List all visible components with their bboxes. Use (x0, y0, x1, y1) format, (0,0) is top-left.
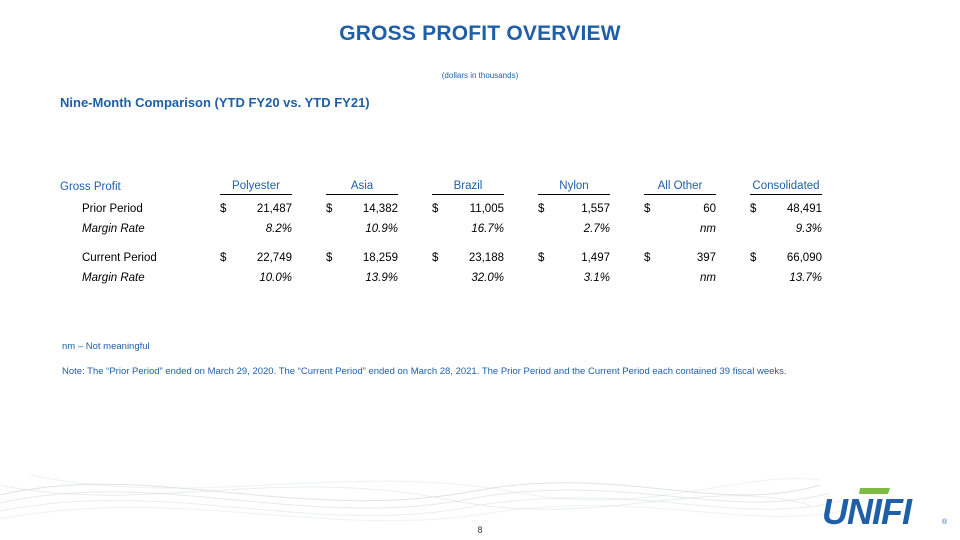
currency-symbol: $ (220, 252, 227, 264)
cell-value: nm (700, 223, 716, 235)
row-label: Margin Rate (82, 272, 145, 284)
registered-mark: ® (942, 518, 948, 526)
cell-value: 18,259 (362, 252, 398, 264)
cell-value: nm (700, 272, 716, 284)
currency-symbol: $ (432, 203, 439, 215)
section-title: Nine-Month Comparison (YTD FY20 vs. YTD … (60, 95, 370, 110)
cell-value: 32.0% (471, 272, 504, 284)
cell-value: 13.7% (789, 272, 822, 284)
logo-text: UNIFI (822, 491, 913, 530)
cell-value: 22,749 (256, 252, 292, 264)
currency-symbol: $ (750, 203, 757, 215)
row-label: Margin Rate (82, 223, 145, 235)
gross-profit-table: Gross Profit Polyester Asia Brazil Nylon… (58, 170, 822, 288)
cell-value: 10.9% (365, 223, 398, 235)
currency-symbol: $ (432, 252, 439, 264)
cell-value: 10.0% (259, 272, 292, 284)
row-label: Prior Period (82, 202, 143, 215)
currency-symbol: $ (538, 203, 545, 215)
currency-symbol: $ (538, 252, 545, 264)
cell-value: 23,188 (468, 252, 504, 264)
cell-value: 1,497 (581, 252, 610, 264)
table-row-current-margin-rate: Margin Rate 10.0% 13.9% 32.0% 3.1% nm 13… (58, 268, 822, 288)
currency-symbol: $ (220, 203, 227, 215)
unifi-logo: UNIFI ® (822, 488, 948, 530)
period-note: Note: The “Prior Period” ended on March … (62, 366, 787, 377)
cell-value: 16.7% (471, 223, 504, 235)
table-row-prior-margin-rate: Margin Rate 8.2% 10.9% 16.7% 2.7% nm 9.3… (58, 219, 822, 239)
column-header-asia: Asia (326, 170, 398, 195)
column-header-polyester: Polyester (220, 170, 292, 195)
cell-value: 2.7% (583, 223, 610, 235)
cell-value: 1,557 (581, 203, 610, 215)
decorative-swoosh-graphic (0, 474, 851, 522)
cell-value: 48,491 (786, 203, 822, 215)
column-header-nylon: Nylon (538, 170, 610, 195)
column-header-all-other: All Other (644, 170, 716, 195)
currency-symbol: $ (326, 203, 333, 215)
cell-value: 21,487 (256, 203, 292, 215)
currency-symbol: $ (644, 252, 651, 264)
cell-value: 3.1% (583, 272, 610, 284)
column-header-consolidated: Consolidated (750, 170, 822, 195)
table-header-row: Gross Profit Polyester Asia Brazil Nylon… (58, 170, 822, 195)
row-label: Current Period (82, 252, 157, 264)
cell-value: 397 (696, 252, 716, 264)
cell-value: 9.3% (795, 223, 822, 235)
cell-value: 60 (703, 203, 716, 215)
nm-footnote: nm – Not meaningful (62, 341, 150, 352)
cell-value: 8.2% (265, 223, 292, 235)
page-title: GROSS PROFIT OVERVIEW (339, 22, 621, 45)
currency-symbol: $ (644, 203, 651, 215)
column-header-brazil: Brazil (432, 170, 504, 195)
table-row-prior-period: Prior Period $ 21,487 $ 14,382 $ 11,005 … (58, 195, 822, 220)
cell-value: 11,005 (469, 203, 504, 215)
currency-symbol: $ (326, 252, 333, 264)
currency-symbol: $ (750, 252, 757, 264)
cell-value: 14,382 (362, 203, 398, 215)
cell-value: 66,090 (786, 252, 822, 264)
row-header: Gross Profit (60, 180, 121, 193)
units-note: (dollars in thousands) (441, 71, 519, 80)
table-row-current-period: Current Period $ 22,749 $ 18,259 $ 23,18… (58, 248, 822, 268)
page-number: 8 (477, 525, 483, 535)
cell-value: 13.9% (365, 272, 398, 284)
